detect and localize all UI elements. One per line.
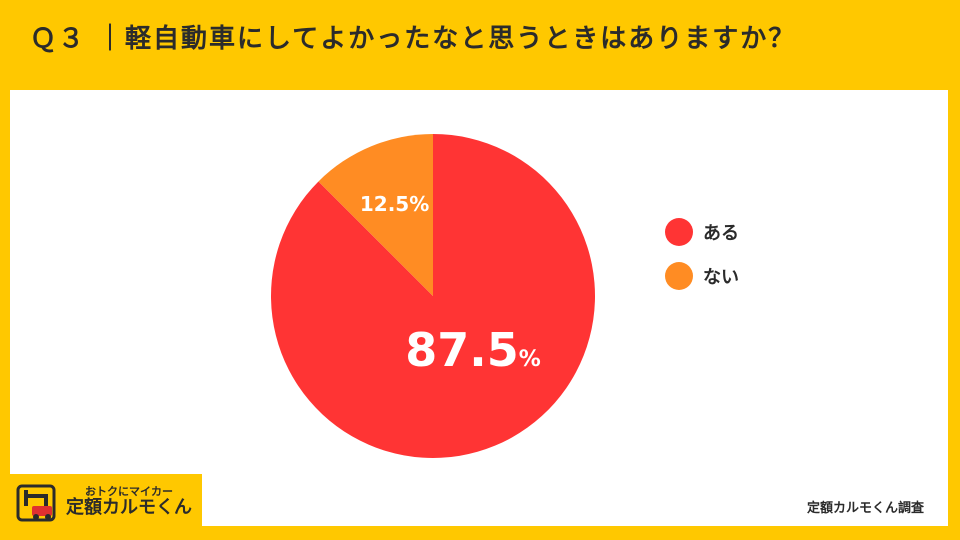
legend-label-nai: ない [703,267,739,288]
chart-panel: 87.5% 12.5% ある ない 定額カルモくん調査 [10,90,948,526]
page-title: Ｑ３ ｜軽自動車にしてよかったなと思うときはありますか？ [30,23,797,54]
pie-chart: 87.5% 12.5% [271,134,595,459]
source-note: 定額カルモくん調査 [806,501,924,516]
legend-item-aru: ある [665,210,739,254]
legend-swatch-aru [665,218,693,246]
chart-legend: ある ない [665,210,739,298]
pie-slice-aru [271,134,595,459]
logo-tagline: おトクにマイカー [85,485,173,499]
legend-swatch-nai [665,262,693,290]
pie-label-aru: 87.5% [405,323,541,377]
pie-label-nai: 12.5% [360,192,429,216]
car-logo-icon [16,484,56,522]
legend-label-aru: ある [703,223,739,244]
logo-brand-name: 定額カルモくん [66,497,192,519]
brand-logo: おトクにマイカー 定額カルモくん [10,474,202,530]
logo-text: おトクにマイカー 定額カルモくん [66,485,192,519]
pie-slice-nai [318,134,433,296]
legend-item-nai: ない [665,254,739,298]
